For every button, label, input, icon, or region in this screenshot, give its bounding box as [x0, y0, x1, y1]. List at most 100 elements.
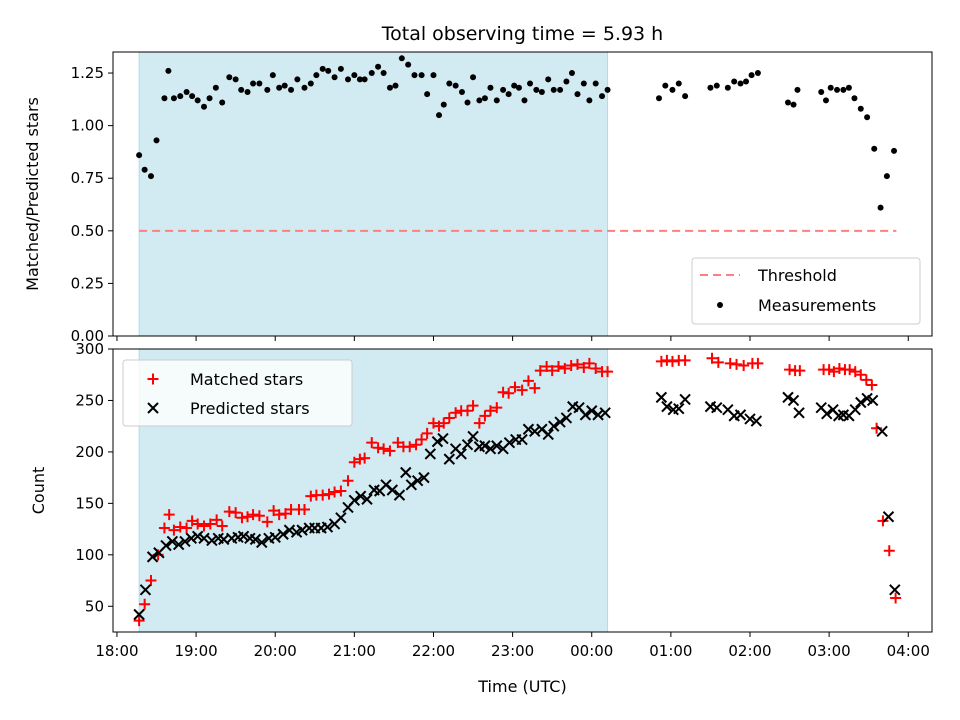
predicted-star-point	[484, 443, 497, 455]
matched-star-point	[147, 373, 159, 385]
measurement-point	[380, 70, 387, 77]
matched-star-point	[479, 410, 491, 422]
bottom-y-tick-label: 300	[75, 340, 104, 358]
measurement-point	[877, 204, 884, 211]
measurement-point	[599, 93, 606, 100]
predicted-star-point	[849, 404, 861, 416]
predicted-star-point	[133, 608, 145, 621]
matched-star-point	[181, 522, 193, 534]
predicted-star-point	[560, 412, 573, 424]
x-tick-label: 18:00	[95, 642, 138, 660]
measurement-point	[656, 95, 662, 102]
predicted-star-point	[400, 466, 412, 479]
measurement-point	[724, 84, 731, 91]
measurement-point	[294, 76, 301, 83]
measurement-point	[538, 88, 545, 95]
matched-star-point	[247, 509, 259, 521]
measurement-point	[264, 86, 271, 93]
matched-star-point	[860, 374, 872, 386]
matched-star-point	[348, 456, 360, 468]
matched-star-point	[467, 400, 479, 412]
predicted-star-point	[256, 536, 268, 549]
measurement-point	[212, 84, 219, 91]
matched-star-point	[516, 384, 528, 396]
measurement-point	[794, 86, 801, 93]
measurement-point	[238, 86, 245, 93]
measurement-point	[244, 88, 251, 95]
matched-star-point	[204, 518, 216, 530]
measurement-point	[557, 86, 564, 93]
top-y-tick-label: 0.75	[71, 169, 104, 187]
measurement-point	[288, 86, 295, 93]
measurement-point	[840, 86, 847, 93]
measurement-point	[436, 112, 443, 119]
bottom-y-tick-label: 250	[75, 391, 104, 409]
predicted-star-point	[855, 396, 867, 409]
matched-star-point	[392, 437, 404, 449]
matched-star-point	[602, 366, 614, 378]
x-tick-label: 01:00	[649, 642, 692, 660]
measurement-point	[604, 86, 611, 93]
measurement-point	[864, 114, 871, 121]
bottom-x-axis: 18:00 19:00 20:00 21:00 22:00 23:00 00:00 01:00…	[95, 632, 930, 660]
matched-star-point	[236, 512, 248, 524]
measurement-point	[331, 74, 338, 81]
matched-star-point	[666, 355, 678, 367]
predicted-star-point	[876, 425, 888, 438]
x-tick-label: 00:00	[570, 642, 613, 660]
measurement-point	[731, 78, 738, 85]
measurement-point	[754, 70, 761, 77]
measurement-point	[194, 97, 201, 104]
predicted-star-point	[431, 435, 444, 448]
matched-star-point	[571, 358, 583, 370]
chart-title: Total observing time = 5.93 h	[381, 23, 663, 45]
predicted-star-point	[889, 584, 901, 596]
measurement-point	[669, 86, 676, 93]
measurement-point	[276, 84, 283, 91]
matched-star-point	[497, 386, 509, 398]
measurement-point	[871, 145, 878, 152]
top-y-tick-label: 1.25	[71, 64, 104, 82]
measurement-point	[511, 82, 518, 89]
measurement-point	[398, 55, 405, 62]
measurement-point	[682, 93, 689, 100]
matched-star-point	[752, 357, 764, 369]
top-y-tick-label: 0.50	[71, 222, 104, 240]
matched-star-point	[261, 516, 273, 528]
measurement-point	[527, 80, 534, 87]
measurement-point	[206, 95, 213, 102]
predicted-star-point	[411, 475, 424, 487]
measurement-point	[170, 95, 177, 102]
predicted-star-point	[787, 394, 800, 407]
measurement-point	[424, 91, 431, 98]
matched-star-point	[223, 506, 235, 518]
predicted-star-point	[185, 532, 198, 545]
measurement-point	[822, 97, 829, 104]
measurement-point	[446, 80, 453, 87]
matched-star-point	[305, 490, 317, 502]
matched-star-point	[509, 381, 521, 393]
measurement-point	[580, 80, 587, 87]
matched-star-point	[890, 592, 902, 604]
measurement-point	[515, 84, 522, 91]
top-axes-frame	[112, 51, 933, 337]
predicted-star-point	[277, 528, 289, 540]
predicted-star-point	[599, 407, 611, 419]
bottom-y-axis: 50 100 150 200 250 300	[75, 340, 113, 615]
measurement-point	[891, 147, 898, 154]
matched-star-point	[323, 488, 335, 500]
measurement-point	[790, 101, 797, 108]
matched-star-point	[372, 442, 384, 454]
measurement-point	[307, 80, 314, 87]
matched-star-point	[133, 615, 145, 627]
matched-star-point	[163, 509, 175, 521]
measurement-point	[281, 82, 288, 89]
measurement-point	[319, 65, 326, 72]
matched-star-point	[273, 509, 285, 521]
measurement-point	[713, 82, 720, 89]
measurement-point	[325, 67, 332, 74]
predicted-star-point	[744, 413, 756, 425]
predicted-star-point	[139, 584, 152, 596]
matched-star-point	[679, 354, 691, 366]
